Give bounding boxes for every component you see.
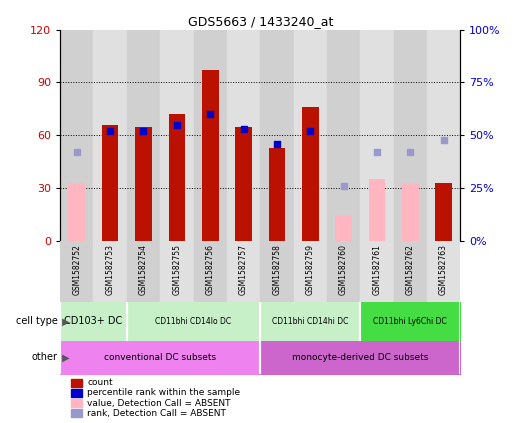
Text: CD11bhi Ly6Chi DC: CD11bhi Ly6Chi DC	[373, 317, 447, 326]
Bar	[327, 30, 360, 241]
Text: GSM1582759: GSM1582759	[306, 244, 315, 295]
Text: cell type: cell type	[16, 316, 58, 327]
Bar	[127, 241, 160, 302]
Text: ▶: ▶	[59, 316, 69, 327]
Bar	[94, 30, 127, 241]
Text: value, Detection Call = ABSENT: value, Detection Call = ABSENT	[87, 398, 231, 408]
Bar	[369, 179, 385, 241]
Point	[139, 128, 147, 135]
Text: GSM1582754: GSM1582754	[139, 244, 148, 295]
Bar	[268, 148, 285, 241]
Text: CD11bhi CD14hi DC: CD11bhi CD14hi DC	[272, 317, 348, 326]
Bar	[94, 241, 127, 302]
Bar	[427, 241, 460, 302]
Text: rank, Detection Call = ABSENT: rank, Detection Call = ABSENT	[87, 409, 226, 418]
Bar	[360, 30, 393, 241]
Bar	[260, 30, 293, 241]
Text: GSM1582753: GSM1582753	[106, 244, 115, 295]
Point	[240, 126, 248, 132]
Bar	[360, 241, 393, 302]
Bar	[135, 126, 152, 241]
Bar	[69, 183, 85, 241]
Bar	[427, 30, 460, 241]
Text: GSM1582762: GSM1582762	[406, 244, 415, 295]
Point	[373, 149, 381, 156]
Bar	[435, 183, 452, 241]
Bar	[160, 241, 194, 302]
Bar	[260, 241, 293, 302]
Text: GSM1582752: GSM1582752	[72, 244, 81, 295]
Bar	[102, 125, 119, 241]
Text: conventional DC subsets: conventional DC subsets	[104, 353, 216, 362]
Bar	[160, 30, 194, 241]
Bar	[227, 241, 260, 302]
Text: GSM1582761: GSM1582761	[372, 244, 381, 295]
Bar	[327, 241, 360, 302]
Text: ▶: ▶	[59, 352, 69, 363]
Bar	[402, 183, 418, 241]
Bar	[60, 241, 94, 302]
Bar	[394, 241, 427, 302]
Text: GSM1582763: GSM1582763	[439, 244, 448, 295]
Bar	[293, 241, 327, 302]
Bar	[194, 241, 227, 302]
Text: CD103+ DC: CD103+ DC	[64, 316, 122, 327]
Bar	[335, 215, 352, 241]
Point	[439, 136, 448, 143]
Text: other: other	[31, 352, 58, 363]
Text: GSM1582757: GSM1582757	[239, 244, 248, 295]
Point	[106, 128, 115, 135]
Point	[173, 121, 181, 128]
Text: CD11bhi CD14lo DC: CD11bhi CD14lo DC	[155, 317, 232, 326]
Bar	[194, 30, 227, 241]
Point	[73, 149, 81, 156]
Point	[406, 149, 414, 156]
Title: GDS5663 / 1433240_at: GDS5663 / 1433240_at	[188, 16, 333, 28]
Point	[206, 111, 214, 118]
Text: count: count	[87, 378, 113, 387]
Text: GSM1582755: GSM1582755	[173, 244, 181, 295]
Bar	[60, 30, 94, 241]
Text: percentile rank within the sample: percentile rank within the sample	[87, 388, 241, 398]
Bar	[293, 30, 327, 241]
Point	[339, 183, 348, 190]
Text: GSM1582758: GSM1582758	[272, 244, 281, 295]
Text: monocyte-derived DC subsets: monocyte-derived DC subsets	[292, 353, 428, 362]
Bar	[302, 107, 319, 241]
Bar	[127, 30, 160, 241]
Point	[306, 128, 314, 135]
Text: GSM1582760: GSM1582760	[339, 244, 348, 295]
Point	[272, 140, 281, 147]
Bar	[168, 114, 185, 241]
Bar	[227, 30, 260, 241]
Bar	[202, 70, 219, 241]
Text: GSM1582756: GSM1582756	[206, 244, 214, 295]
Bar	[235, 126, 252, 241]
Bar	[394, 30, 427, 241]
